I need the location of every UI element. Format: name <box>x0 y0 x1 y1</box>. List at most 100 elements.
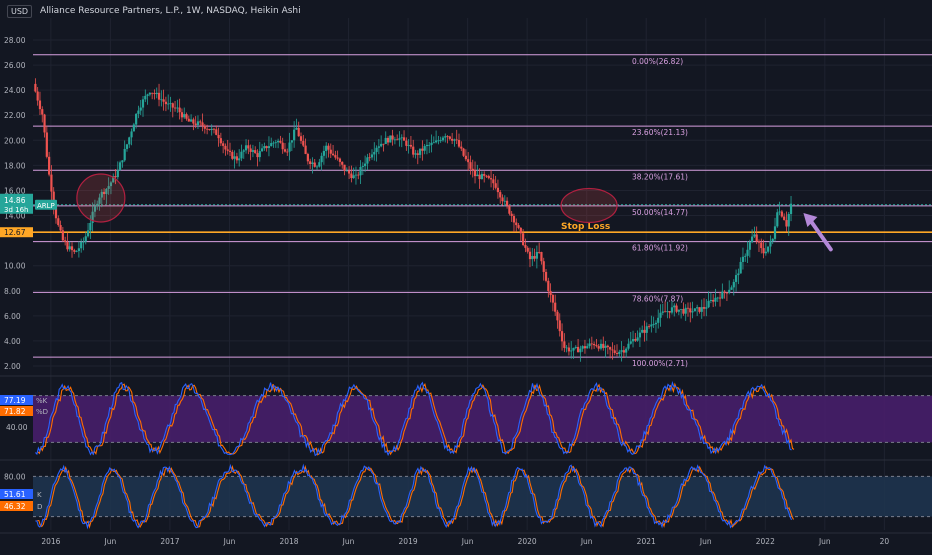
candle-body <box>347 170 351 174</box>
candle-body <box>327 145 330 150</box>
candle-body <box>473 170 477 177</box>
k-value-tag <box>0 395 33 405</box>
candle-body <box>286 151 289 153</box>
candle-body <box>517 225 520 228</box>
candle-body <box>430 142 433 145</box>
candle-body <box>423 146 426 151</box>
k-line <box>35 380 792 457</box>
price-tick-label: 20.00 <box>4 136 26 145</box>
candle-body <box>551 295 554 303</box>
candle-body <box>746 249 749 256</box>
candle-body <box>773 226 777 239</box>
candle-body <box>139 107 142 111</box>
candle-body <box>698 307 701 312</box>
candle-body <box>345 170 348 172</box>
symbol-tag-label: ARLP <box>37 202 55 210</box>
candle-body <box>659 312 662 318</box>
candle-body <box>155 92 158 95</box>
candle-body <box>267 146 271 149</box>
candle-body <box>572 347 575 351</box>
candle-body <box>696 307 699 309</box>
candle-body <box>606 345 609 348</box>
candle-body <box>666 311 669 312</box>
candle-body <box>615 353 619 354</box>
time-tick-label: Jun <box>461 537 474 546</box>
candle-body <box>384 137 387 144</box>
candle-body <box>290 140 293 143</box>
candle-body <box>398 138 401 140</box>
candle-body <box>279 140 282 143</box>
candle-body <box>721 291 724 299</box>
candle-body <box>318 162 321 167</box>
candle-body <box>125 144 129 149</box>
rsi-k-value: 77.19 <box>4 396 26 405</box>
candle-body <box>295 127 298 130</box>
currency-label[interactable]: USD <box>7 5 33 18</box>
candle-body <box>476 174 479 177</box>
candle-body <box>100 191 103 198</box>
candle-body <box>629 341 632 344</box>
candle-body <box>36 91 39 101</box>
candle-body <box>645 326 648 333</box>
candle-body <box>302 140 305 146</box>
candle-body <box>556 311 559 321</box>
candle-body <box>164 101 168 105</box>
candle-body <box>689 308 692 313</box>
candle-body <box>503 200 506 202</box>
candle-body <box>737 273 740 276</box>
candle-body <box>631 339 635 342</box>
candle-body <box>533 256 536 259</box>
grid-lines <box>33 18 932 530</box>
candle-body <box>437 140 440 142</box>
candle-body <box>306 153 309 162</box>
candle-body <box>219 138 222 144</box>
candle-body <box>753 234 756 237</box>
k-value-tag <box>0 489 33 499</box>
time-tick-label: 2017 <box>160 537 179 546</box>
last-price-value: 14.86 <box>4 196 26 205</box>
candle-body <box>366 157 369 164</box>
candle-body <box>505 200 509 206</box>
candle-body <box>764 251 767 254</box>
candle-body <box>357 174 360 176</box>
candle-body <box>109 182 113 187</box>
price-tick-label: 10.00 <box>4 262 26 271</box>
fib-levels: 0.00%(26.82) 23.60%(21.13) 38.20%(17.61) 50… <box>33 54 932 368</box>
candle-body <box>604 345 607 348</box>
candle-body <box>407 144 410 146</box>
candle-body <box>677 309 680 312</box>
time-tick-label: 2018 <box>279 537 298 546</box>
candle-body <box>121 160 124 163</box>
candle-body <box>102 191 106 195</box>
candle-body <box>244 145 248 151</box>
candle-body <box>467 159 470 163</box>
candle-body <box>554 302 557 312</box>
candle-body <box>77 248 80 252</box>
candle-body <box>91 211 94 223</box>
candle-body <box>228 150 232 152</box>
candle-body <box>464 155 467 160</box>
candle-body <box>185 114 188 119</box>
candle-body <box>526 247 529 252</box>
candle-body <box>499 192 502 198</box>
candle-body <box>224 145 227 150</box>
candle-body <box>336 157 339 159</box>
candle-body <box>341 161 344 165</box>
candle-body <box>297 127 300 137</box>
candle-body <box>210 128 213 131</box>
candle-body <box>627 343 630 349</box>
stoch-k-value: 51.61 <box>4 490 26 499</box>
candle-body <box>208 129 211 131</box>
candle-body <box>494 183 497 188</box>
stop-price-tag <box>0 227 33 238</box>
candle-body <box>460 146 463 149</box>
candle-body <box>583 346 587 349</box>
candle-body <box>254 150 257 154</box>
candle-body <box>203 125 206 129</box>
candle-body <box>144 95 147 100</box>
candle-body <box>265 146 268 149</box>
candle-body <box>256 153 259 158</box>
candle-body <box>620 350 623 352</box>
